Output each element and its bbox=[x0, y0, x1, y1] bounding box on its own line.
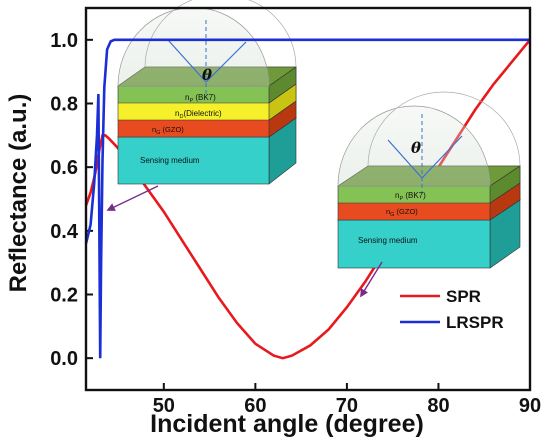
prism-dome-left bbox=[117, 7, 270, 87]
x-tick-label: 50 bbox=[153, 395, 175, 417]
svg-text:nD(Dielectric): nD(Dielectric) bbox=[175, 109, 222, 120]
y-tick-labels: 0.0 0.2 0.4 0.6 0.8 1.0 bbox=[50, 30, 79, 370]
x-tick-label: 80 bbox=[427, 395, 449, 417]
y-tick-label: 0.6 bbox=[50, 157, 78, 179]
legend-label-lrspr: LRSPR bbox=[446, 313, 504, 332]
y-axis-label: Reflectance (a.u.) bbox=[5, 94, 32, 293]
x-tick-label: 90 bbox=[519, 395, 541, 417]
svg-text:nG (GZO): nG (GZO) bbox=[152, 125, 184, 136]
x-tick-label: 70 bbox=[336, 395, 358, 417]
legend-label-spr: SPR bbox=[446, 287, 481, 306]
annotation-arrow-right bbox=[360, 261, 383, 298]
x-tick-labels: 50 60 70 80 90 bbox=[153, 395, 541, 417]
sensing-medium-label-left: Sensing medium bbox=[140, 156, 200, 165]
y-tick-label: 1.0 bbox=[50, 30, 78, 52]
plot-frame bbox=[84, 6, 532, 392]
theta-label-left: θ bbox=[202, 66, 212, 84]
y-tick-label: 0.8 bbox=[50, 94, 78, 116]
inset-right-structure: θ nP (BK7) nG (GZO) Sensing medium bbox=[337, 91, 521, 269]
y-tick-label: 0.0 bbox=[50, 348, 78, 370]
svg-text:nP (BK7): nP (BK7) bbox=[395, 191, 426, 202]
theta-label-right: θ bbox=[411, 139, 421, 157]
inset-left-structure: θ nP (BK7) nD(Dielectric) nG (GZO) Sensi… bbox=[117, 0, 297, 185]
y-tick-label: 0.2 bbox=[50, 285, 78, 307]
svg-text:nP (BK7): nP (BK7) bbox=[185, 93, 216, 104]
prism-dome-right bbox=[337, 105, 491, 187]
legend: SPR LRSPR bbox=[400, 287, 504, 332]
series-line-lrspr bbox=[84, 38, 530, 359]
y-tick-label: 0.4 bbox=[50, 221, 79, 243]
x-axis-label: Incident angle (degree) bbox=[150, 410, 424, 438]
sensing-medium-block-right bbox=[337, 219, 491, 269]
annotation-arrow-left bbox=[106, 185, 159, 211]
svg-text:nG (GZO): nG (GZO) bbox=[386, 207, 418, 218]
x-tick-label: 60 bbox=[244, 395, 266, 417]
sensing-medium-label-right: Sensing medium bbox=[358, 236, 418, 245]
